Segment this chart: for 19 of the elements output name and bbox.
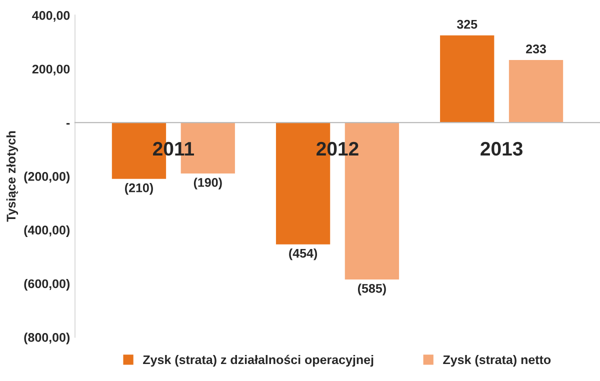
y-tick-label: 400,00 (32, 11, 70, 22)
y-tick-label: (600,00) (24, 279, 70, 291)
y-axis-title: Tysiące złotych (6, 131, 18, 222)
y-tick-label: (800,00) (24, 332, 70, 344)
data-label: (454) (289, 248, 318, 260)
legend-label: Zysk (strata) z działalności operacyjnej (143, 354, 374, 367)
y-tick-label: (400,00) (24, 225, 70, 237)
bar (508, 60, 564, 123)
y-tick-label: (200,00) (24, 172, 70, 184)
data-label: 325 (456, 20, 478, 29)
data-label: (210) (125, 183, 153, 195)
data-label: 233 (526, 44, 546, 54)
y-tick-label: 200,00 (32, 64, 70, 76)
data-label: (190) (194, 178, 222, 190)
bar (440, 35, 494, 123)
y-tick-label: - (66, 123, 70, 125)
x-tick-label: 2013 (480, 142, 522, 156)
legend-label: Zysk (strata) netto (443, 354, 551, 367)
data-label: (585) (358, 284, 386, 296)
